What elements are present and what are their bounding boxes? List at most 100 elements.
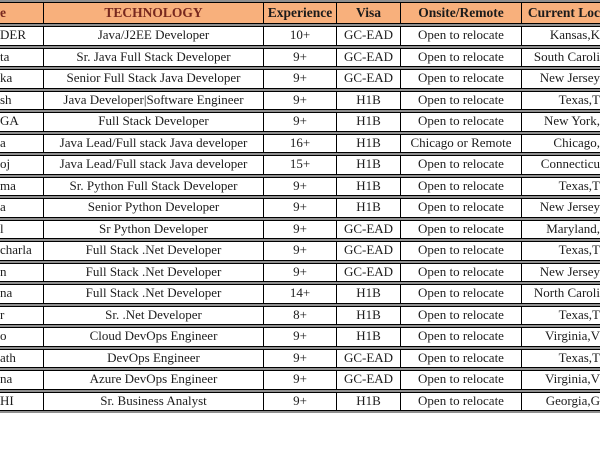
cell-onsite-remote[interactable]: Open to relocate: [401, 327, 522, 347]
cell-name[interactable]: sh: [0, 90, 44, 110]
cell-current-location[interactable]: Kansas,K: [522, 26, 600, 46]
cell-experience[interactable]: 9+: [264, 47, 337, 67]
column-header-technology[interactable]: TECHNOLOGY: [44, 2, 264, 24]
cell-onsite-remote[interactable]: Open to relocate: [401, 284, 522, 304]
cell-name[interactable]: charla: [0, 241, 44, 261]
cell-technology[interactable]: Java Lead/Full stack Java developer: [44, 155, 264, 175]
cell-technology[interactable]: Full Stack .Net Developer: [44, 262, 264, 282]
cell-current-location[interactable]: Georgia,G: [522, 391, 600, 411]
cell-current-location[interactable]: Chicago,: [522, 133, 600, 153]
cell-experience[interactable]: 15+: [264, 155, 337, 175]
cell-technology[interactable]: Sr. Business Analyst: [44, 391, 264, 411]
cell-current-location[interactable]: Maryland,: [522, 219, 600, 239]
cell-name[interactable]: a: [0, 198, 44, 218]
cell-experience[interactable]: 8+: [264, 305, 337, 325]
cell-experience[interactable]: 9+: [264, 241, 337, 261]
cell-experience[interactable]: 9+: [264, 90, 337, 110]
cell-visa[interactable]: H1B: [337, 305, 401, 325]
cell-technology[interactable]: Java Lead/Full stack Java developer: [44, 133, 264, 153]
cell-current-location[interactable]: New Jersey: [522, 198, 600, 218]
cell-technology[interactable]: Sr Python Developer: [44, 219, 264, 239]
cell-visa[interactable]: H1B: [337, 198, 401, 218]
cell-name[interactable]: n: [0, 262, 44, 282]
cell-current-location[interactable]: Texas,T: [522, 176, 600, 196]
cell-visa[interactable]: GC-EAD: [337, 241, 401, 261]
cell-name[interactable]: oj: [0, 155, 44, 175]
cell-name[interactable]: l: [0, 219, 44, 239]
cell-technology[interactable]: Sr. .Net Developer: [44, 305, 264, 325]
cell-experience[interactable]: 9+: [264, 348, 337, 368]
cell-onsite-remote[interactable]: Open to relocate: [401, 370, 522, 390]
column-header-current-location[interactable]: Current Loc: [522, 2, 600, 24]
cell-name[interactable]: na: [0, 370, 44, 390]
cell-onsite-remote[interactable]: Chicago or Remote: [401, 133, 522, 153]
cell-visa[interactable]: GC-EAD: [337, 219, 401, 239]
cell-visa[interactable]: H1B: [337, 112, 401, 132]
cell-current-location[interactable]: Texas,T: [522, 241, 600, 261]
cell-name[interactable]: a: [0, 133, 44, 153]
column-header-visa[interactable]: Visa: [337, 2, 401, 24]
cell-technology[interactable]: Java Developer|Software Engineer: [44, 90, 264, 110]
cell-name[interactable]: ta: [0, 47, 44, 67]
cell-technology[interactable]: Sr. Java Full Stack Developer: [44, 47, 264, 67]
cell-name[interactable]: r: [0, 305, 44, 325]
cell-technology[interactable]: Azure DevOps Engineer: [44, 370, 264, 390]
cell-onsite-remote[interactable]: Open to relocate: [401, 69, 522, 89]
cell-current-location[interactable]: Texas,T: [522, 305, 600, 325]
cell-visa[interactable]: GC-EAD: [337, 262, 401, 282]
cell-onsite-remote[interactable]: Open to relocate: [401, 176, 522, 196]
cell-current-location[interactable]: Texas,T: [522, 348, 600, 368]
cell-current-location[interactable]: Texas,T: [522, 90, 600, 110]
cell-onsite-remote[interactable]: Open to relocate: [401, 348, 522, 368]
cell-onsite-remote[interactable]: Open to relocate: [401, 391, 522, 411]
cell-visa[interactable]: H1B: [337, 90, 401, 110]
cell-name[interactable]: ka: [0, 69, 44, 89]
cell-current-location[interactable]: Virginia,V: [522, 370, 600, 390]
cell-experience[interactable]: 9+: [264, 370, 337, 390]
cell-experience[interactable]: 9+: [264, 391, 337, 411]
cell-current-location[interactable]: North Caroli: [522, 284, 600, 304]
cell-name[interactable]: o: [0, 327, 44, 347]
cell-technology[interactable]: Cloud DevOps Engineer: [44, 327, 264, 347]
cell-onsite-remote[interactable]: Open to relocate: [401, 241, 522, 261]
cell-experience[interactable]: 9+: [264, 219, 337, 239]
cell-visa[interactable]: GC-EAD: [337, 47, 401, 67]
cell-name[interactable]: ath: [0, 348, 44, 368]
cell-onsite-remote[interactable]: Open to relocate: [401, 112, 522, 132]
column-header-name[interactable]: e: [0, 2, 44, 24]
cell-experience[interactable]: 9+: [264, 262, 337, 282]
cell-current-location[interactable]: New Jersey: [522, 69, 600, 89]
cell-onsite-remote[interactable]: Open to relocate: [401, 90, 522, 110]
cell-visa[interactable]: H1B: [337, 155, 401, 175]
cell-experience[interactable]: 14+: [264, 284, 337, 304]
cell-name[interactable]: ma: [0, 176, 44, 196]
cell-technology[interactable]: Full Stack .Net Developer: [44, 241, 264, 261]
cell-experience[interactable]: 9+: [264, 198, 337, 218]
cell-technology[interactable]: Sr. Python Full Stack Developer: [44, 176, 264, 196]
cell-current-location[interactable]: Connecticu: [522, 155, 600, 175]
cell-experience[interactable]: 9+: [264, 327, 337, 347]
cell-current-location[interactable]: New York,: [522, 112, 600, 132]
cell-visa[interactable]: H1B: [337, 327, 401, 347]
cell-onsite-remote[interactable]: Open to relocate: [401, 47, 522, 67]
cell-experience[interactable]: 9+: [264, 112, 337, 132]
cell-technology[interactable]: Senior Full Stack Java Developer: [44, 69, 264, 89]
cell-name[interactable]: na: [0, 284, 44, 304]
cell-name[interactable]: HI: [0, 391, 44, 411]
cell-visa[interactable]: GC-EAD: [337, 26, 401, 46]
cell-visa[interactable]: H1B: [337, 284, 401, 304]
cell-technology[interactable]: DevOps Engineer: [44, 348, 264, 368]
cell-visa[interactable]: GC-EAD: [337, 69, 401, 89]
cell-visa[interactable]: GC-EAD: [337, 348, 401, 368]
cell-visa[interactable]: H1B: [337, 133, 401, 153]
cell-onsite-remote[interactable]: Open to relocate: [401, 305, 522, 325]
cell-onsite-remote[interactable]: Open to relocate: [401, 219, 522, 239]
column-header-experience[interactable]: Experience: [264, 2, 337, 24]
cell-current-location[interactable]: New Jersey: [522, 262, 600, 282]
cell-experience[interactable]: 9+: [264, 69, 337, 89]
cell-name[interactable]: DER: [0, 26, 44, 46]
cell-onsite-remote[interactable]: Open to relocate: [401, 155, 522, 175]
cell-experience[interactable]: 16+: [264, 133, 337, 153]
column-header-onsite-remote[interactable]: Onsite/Remote: [401, 2, 522, 24]
cell-current-location[interactable]: Virginia,V: [522, 327, 600, 347]
